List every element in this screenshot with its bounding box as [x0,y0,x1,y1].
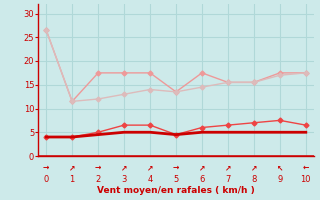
Text: →: → [43,163,49,172]
X-axis label: Vent moyen/en rafales ( km/h ): Vent moyen/en rafales ( km/h ) [97,186,255,195]
Text: ↗: ↗ [147,163,153,172]
Text: ←: ← [303,163,309,172]
Text: ↗: ↗ [121,163,127,172]
Text: ↗: ↗ [199,163,205,172]
Text: ↗: ↗ [225,163,231,172]
Text: ↗: ↗ [251,163,257,172]
Text: →: → [173,163,179,172]
Text: ↗: ↗ [69,163,75,172]
Text: ↖: ↖ [277,163,283,172]
Text: →: → [95,163,101,172]
